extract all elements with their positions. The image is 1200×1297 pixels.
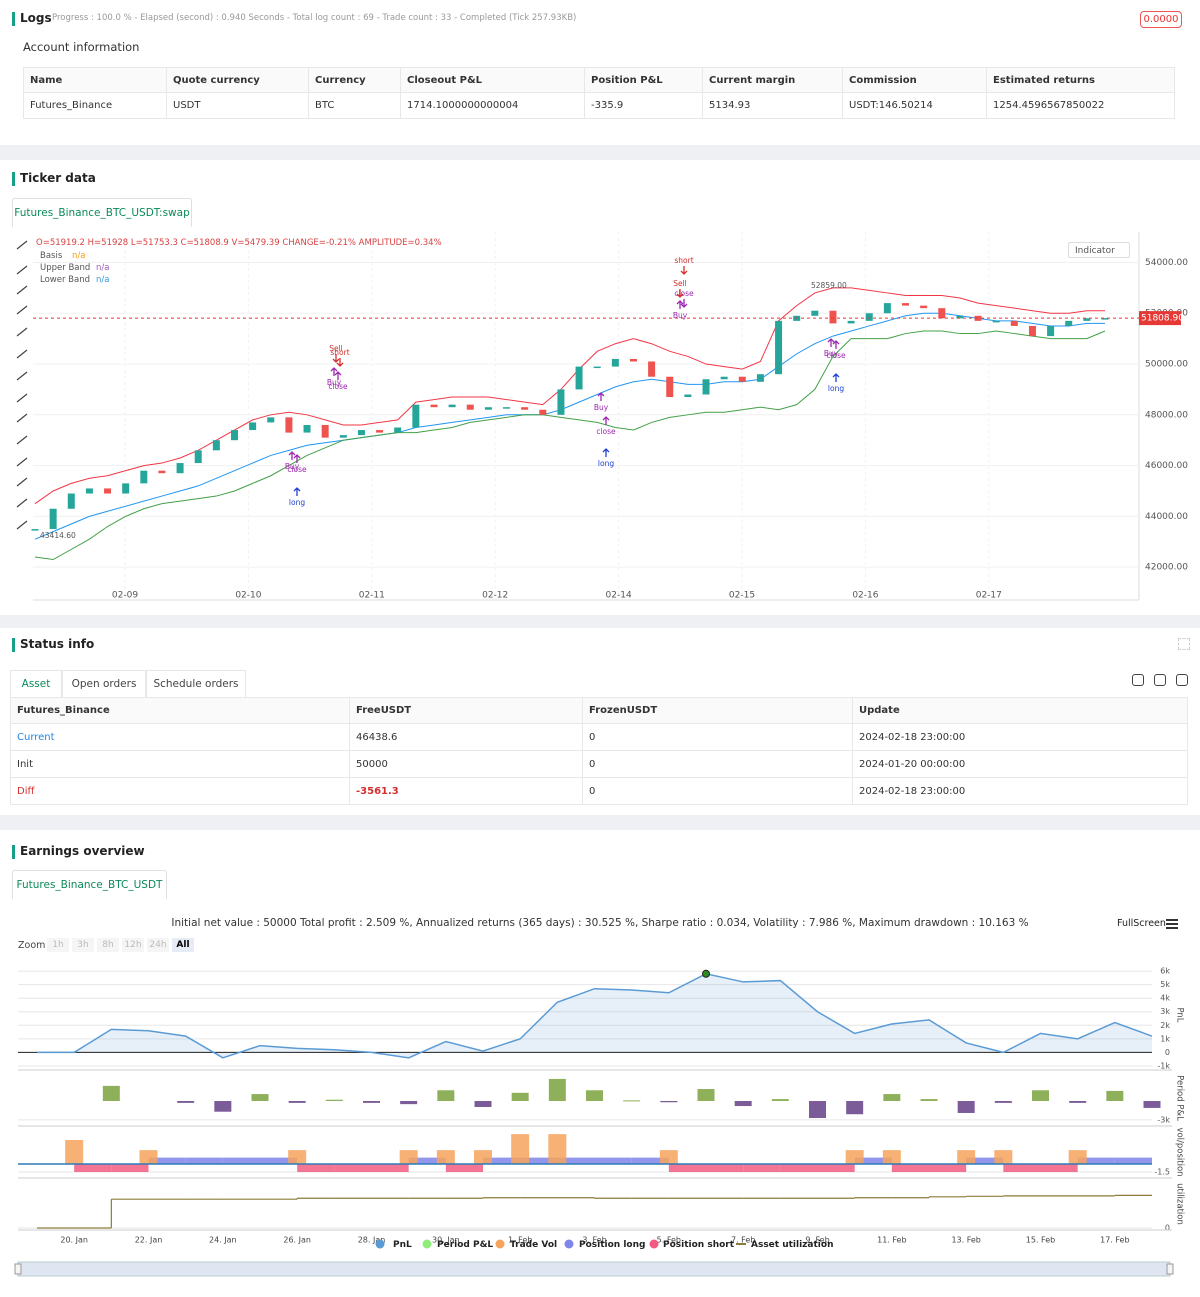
ticker-section (0, 160, 1200, 615)
zoom-button[interactable]: 12h (122, 938, 144, 952)
title-bar (12, 172, 15, 186)
toolbar-button[interactable] (1176, 674, 1188, 686)
legend-name: Upper Band (40, 263, 91, 273)
legend-status: n/a (96, 275, 110, 285)
table-header: Quote currency (167, 67, 309, 93)
table-header: FrozenUSDT (583, 697, 853, 724)
logs-badge: 0.0000 (1140, 11, 1182, 28)
toolbar-button[interactable] (1132, 674, 1144, 686)
table-cell: 5134.93 (703, 93, 843, 119)
table-cell: -3561.3 (350, 778, 583, 805)
table-header: Closeout P&L (401, 67, 585, 93)
title-bar (12, 845, 15, 859)
status-tab[interactable]: Open orders (62, 670, 146, 697)
table-cell: USDT:146.50214 (843, 93, 987, 119)
menu-icon[interactable] (1166, 919, 1178, 921)
earnings-section (0, 830, 1200, 1297)
ticker-ohlc: O=51919.2 H=51928 L=51753.3 C=51808.9 V=… (36, 238, 442, 248)
status-tab[interactable]: Schedule orders (146, 670, 246, 697)
logs-summary: Progress : 100.0 % - Elapsed (second) : … (52, 13, 577, 23)
table-cell: Diff (10, 778, 350, 805)
zoom-button[interactable]: 8h (97, 938, 119, 952)
table-header: Position P&L (585, 67, 703, 93)
table-cell: Futures_Binance (23, 93, 167, 119)
legend-status: n/a (72, 251, 86, 261)
indicator-button[interactable]: Indicator (1068, 242, 1130, 258)
legend-name: Basis (40, 251, 63, 261)
table-header: Update (853, 697, 1188, 724)
table-cell: 1254.4596567850022 (987, 93, 1175, 119)
table-cell: 1714.1000000000004 (401, 93, 585, 119)
status-title: Status info (20, 637, 95, 651)
title-bar (12, 638, 15, 652)
zoom-button[interactable]: All (172, 938, 194, 952)
menu-icon[interactable] (1166, 927, 1178, 929)
table-header: Estimated returns (987, 67, 1175, 93)
title-bar (12, 12, 15, 26)
earnings-title: Earnings overview (20, 844, 145, 858)
earnings-summary: Initial net value : 50000 Total profit :… (171, 917, 1029, 929)
legend-status: n/a (96, 263, 110, 273)
table-cell: 0 (583, 751, 853, 778)
table-cell: USDT (167, 93, 309, 119)
zoom-button[interactable]: 1h (47, 938, 69, 952)
table-cell: 2024-02-18 23:00:00 (853, 724, 1188, 751)
table-cell: 0 (583, 724, 853, 751)
zoom-label: Zoom (18, 940, 46, 951)
logs-title: Logs (20, 11, 52, 25)
table-cell: 0 (583, 778, 853, 805)
table-header: Futures_Binance (10, 697, 350, 724)
legend-name: Lower Band (40, 275, 90, 285)
table-header: Current margin (703, 67, 843, 93)
earnings-tab[interactable]: Futures_Binance_BTC_USDT (12, 870, 167, 899)
zoom-button[interactable]: 3h (72, 938, 94, 952)
ticker-title: Ticker data (20, 171, 96, 185)
table-cell: Init (10, 751, 350, 778)
table-cell: 46438.6 (350, 724, 583, 751)
table-header: Commission (843, 67, 987, 93)
table-header: Currency (309, 67, 401, 93)
table-cell: 50000 (350, 751, 583, 778)
expand-icon[interactable] (1178, 638, 1190, 650)
ticker-tab[interactable]: Futures_Binance_BTC_USDT:swap (12, 198, 192, 227)
table-header: FreeUSDT (350, 697, 583, 724)
menu-icon[interactable] (1166, 923, 1178, 925)
toolbar-button[interactable] (1154, 674, 1166, 686)
table-cell: BTC (309, 93, 401, 119)
fullscreen-button[interactable]: FullScreen (1117, 918, 1166, 929)
account-title: Account information (23, 40, 140, 54)
table-header: Name (23, 67, 167, 93)
table-cell: Current (10, 724, 350, 751)
table-cell: 2024-02-18 23:00:00 (853, 778, 1188, 805)
zoom-button[interactable]: 24h (147, 938, 169, 952)
table-cell: 2024-01-20 00:00:00 (853, 751, 1188, 778)
table-cell: -335.9 (585, 93, 703, 119)
status-tab[interactable]: Asset (10, 670, 62, 697)
